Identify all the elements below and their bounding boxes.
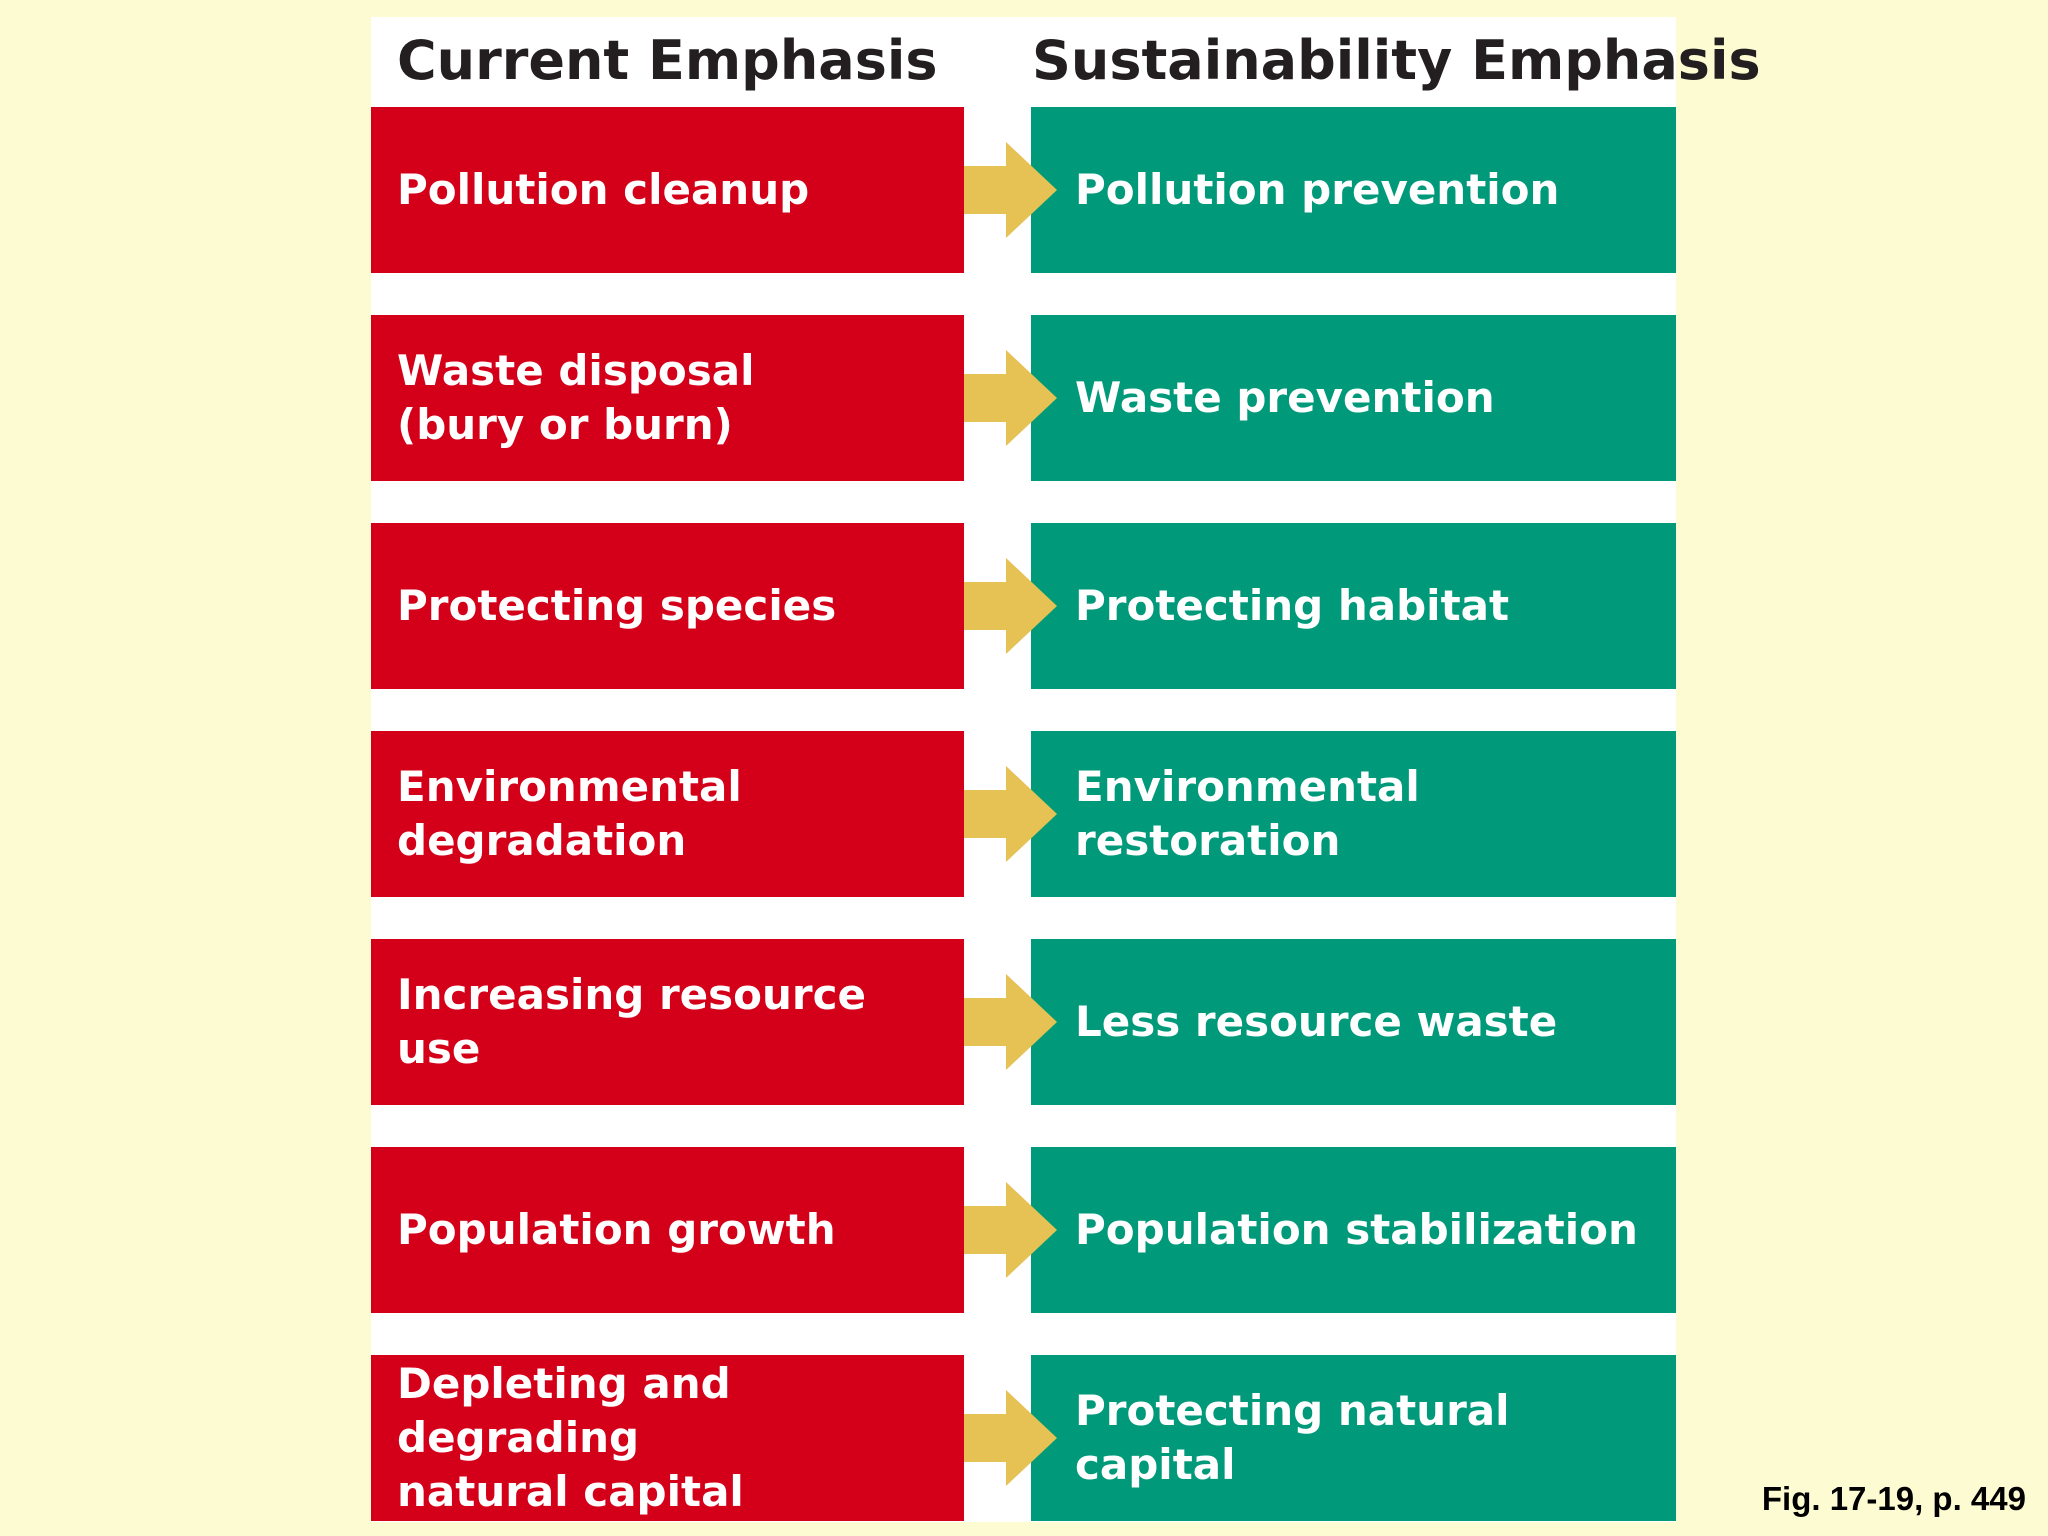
comparison-row: Protecting species Protecting habitat bbox=[371, 523, 1676, 689]
comparison-row: Pollution cleanup Pollution prevention bbox=[371, 107, 1676, 273]
current-emphasis-label: Environmental degradation bbox=[397, 760, 742, 868]
sustainability-emphasis-box: Waste prevention bbox=[1031, 315, 1676, 481]
sustainability-emphasis-box: Protecting natural capital bbox=[1031, 1355, 1676, 1521]
current-emphasis-label: Protecting species bbox=[397, 579, 836, 633]
current-emphasis-box: Environmental degradation bbox=[371, 731, 964, 897]
emphasis-comparison-panel: Current Emphasis Sustainability Emphasis… bbox=[371, 17, 1761, 1522]
current-emphasis-label: Depleting and degrading natural capital bbox=[397, 1357, 954, 1519]
right-arrow-icon bbox=[964, 142, 1057, 238]
current-emphasis-box: Depleting and degrading natural capital bbox=[371, 1355, 964, 1521]
sustainability-emphasis-label: Population stabilization bbox=[1075, 1205, 1638, 1254]
comparison-row: Increasing resource use Less resource was… bbox=[371, 939, 1676, 1105]
current-emphasis-box: Pollution cleanup bbox=[371, 107, 964, 273]
comparison-row: Depleting and degrading natural capital Pr… bbox=[371, 1355, 1676, 1521]
right-arrow-icon bbox=[964, 974, 1057, 1070]
current-emphasis-label: Increasing resource use bbox=[397, 968, 954, 1076]
current-emphasis-label-line: Waste disposal bbox=[397, 346, 755, 395]
current-emphasis-header: Current Emphasis bbox=[397, 28, 938, 92]
comparison-row: Population growth Population stabilizatio… bbox=[371, 1147, 1676, 1313]
current-emphasis-label: Waste disposal (bury or burn) bbox=[397, 344, 754, 452]
figure-caption: Fig. 17-19, p. 449 bbox=[1761, 1480, 2026, 1517]
sustainability-emphasis-label: Pollution prevention bbox=[1075, 165, 1560, 214]
right-arrow-icon bbox=[964, 1182, 1057, 1278]
current-emphasis-box: Increasing resource use bbox=[371, 939, 964, 1105]
sustainability-emphasis-header: Sustainability Emphasis bbox=[1032, 28, 1761, 92]
right-arrow-icon bbox=[964, 558, 1057, 654]
current-emphasis-label-line: (bury or burn) bbox=[397, 400, 733, 449]
sustainability-emphasis-label: Less resource waste bbox=[1075, 997, 1558, 1046]
current-emphasis-box: Protecting species bbox=[371, 523, 964, 689]
sustainability-emphasis-label: Protecting habitat bbox=[1075, 581, 1510, 630]
sustainability-emphasis-box: Protecting habitat bbox=[1031, 523, 1676, 689]
sustainability-emphasis-box: Less resource waste bbox=[1031, 939, 1676, 1105]
current-emphasis-label: Population growth bbox=[397, 1203, 836, 1257]
comparison-row: Waste disposal (bury or burn) Waste preven… bbox=[371, 315, 1676, 481]
sustainability-emphasis-label: Protecting natural capital bbox=[1075, 1386, 1510, 1489]
right-arrow-icon bbox=[964, 1390, 1057, 1486]
current-emphasis-label: Pollution cleanup bbox=[397, 163, 809, 217]
right-arrow-icon bbox=[964, 766, 1057, 862]
sustainability-emphasis-box: Environmental restoration bbox=[1031, 731, 1676, 897]
current-emphasis-label-line: natural capital bbox=[397, 1467, 744, 1516]
current-emphasis-box: Population growth bbox=[371, 1147, 964, 1313]
sustainability-emphasis-label: Waste prevention bbox=[1075, 373, 1495, 422]
current-emphasis-label-line: Protecting species bbox=[397, 581, 837, 630]
comparison-row: Environmental degradation Environmental re… bbox=[371, 731, 1676, 897]
current-emphasis-label-line: Increasing resource use bbox=[397, 970, 866, 1073]
current-emphasis-label-line: Environmental bbox=[397, 762, 742, 811]
current-emphasis-box: Waste disposal (bury or burn) bbox=[371, 315, 964, 481]
current-emphasis-label-line: Population growth bbox=[397, 1205, 836, 1254]
current-emphasis-label-line: degradation bbox=[397, 816, 687, 865]
current-emphasis-label-line: Depleting and degrading bbox=[397, 1359, 731, 1462]
sustainability-emphasis-box: Population stabilization bbox=[1031, 1147, 1676, 1313]
sustainability-emphasis-label: Environmental restoration bbox=[1075, 762, 1420, 865]
sustainability-emphasis-box: Pollution prevention bbox=[1031, 107, 1676, 273]
current-emphasis-label-line: Pollution cleanup bbox=[397, 165, 810, 214]
right-arrow-icon bbox=[964, 350, 1057, 446]
